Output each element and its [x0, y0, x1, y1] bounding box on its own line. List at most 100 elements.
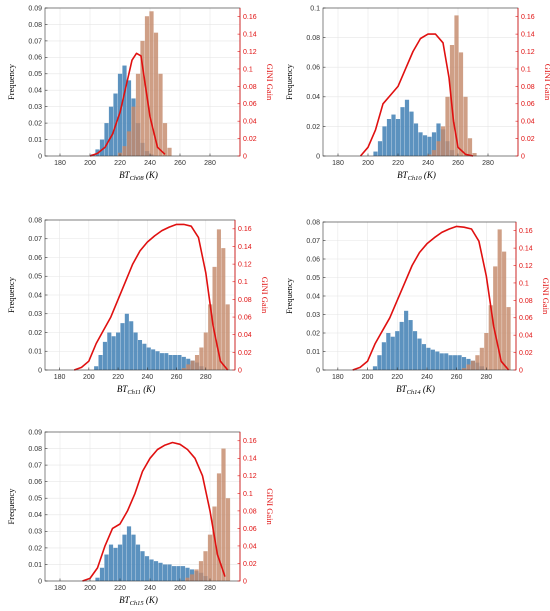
- y2-tick-label: 0.16: [243, 438, 257, 445]
- histogram-bar-blue: [404, 310, 409, 370]
- histogram-bar-blue: [176, 566, 181, 581]
- histogram-bar-orange: [225, 498, 231, 581]
- histogram-bar-orange: [189, 574, 195, 581]
- y2-tick-label: 0.12: [519, 263, 533, 270]
- y2-tick-label: 0.12: [238, 262, 252, 269]
- histogram-bar-blue: [104, 554, 109, 581]
- x-tick-label: 220: [112, 374, 124, 381]
- histogram-bar-orange: [198, 561, 204, 581]
- y-tick-label: 0.07: [306, 238, 320, 245]
- y-tick-label: 0.02: [306, 330, 320, 337]
- y-tick-label: 0.07: [28, 38, 42, 45]
- histogram-bar-blue: [142, 343, 147, 370]
- histogram-bar-blue: [155, 351, 160, 370]
- gini-gain-curve: [359, 33, 474, 157]
- histogram-bar-orange: [445, 96, 450, 156]
- histogram-bar-blue: [373, 151, 378, 156]
- histogram-bar-blue: [439, 353, 444, 370]
- y2-tick-label: 0: [238, 367, 242, 374]
- histogram-bar-blue: [390, 336, 395, 370]
- histogram-bar-blue: [431, 132, 437, 156]
- histogram-bar-orange: [126, 131, 132, 156]
- y2-tick-label: 0.02: [243, 136, 257, 143]
- x-axis-label: BTCh08 (K): [119, 170, 158, 182]
- y-tick-label: 0.05: [306, 275, 320, 282]
- histogram-bar-blue: [164, 353, 169, 370]
- histogram-bar-orange: [436, 141, 441, 156]
- histogram-bar-blue: [413, 123, 419, 156]
- y-tick-label: 0.01: [28, 562, 42, 569]
- y2-tick-label: 0.1: [243, 491, 253, 498]
- histogram-bar-orange: [461, 368, 467, 370]
- x-tick-label: 180: [332, 374, 344, 381]
- histogram-bar-blue: [122, 65, 127, 156]
- x-tick-label: 200: [362, 374, 374, 381]
- x-tick-label: 260: [174, 585, 186, 592]
- y-tick-label: 0.05: [28, 496, 42, 503]
- y2-tick-label: 0.1: [521, 66, 531, 73]
- y2-axis-label: GINI Gain: [260, 277, 270, 314]
- histogram-bar-blue: [108, 106, 114, 156]
- histogram-bar-blue: [461, 357, 467, 370]
- y2-tick-label: 0: [519, 367, 523, 374]
- histogram-bar-orange: [140, 40, 145, 157]
- y2-tick-label: 0.1: [243, 66, 253, 73]
- histogram-bar-orange: [454, 15, 459, 157]
- y2-tick-label: 0.08: [238, 297, 252, 304]
- y-tick-label: 0.05: [28, 71, 42, 78]
- histogram-bar-orange: [458, 52, 464, 156]
- y2-axis-label: GINI Gain: [543, 64, 550, 101]
- gini-gain-curve: [89, 52, 166, 157]
- histogram-bar-blue: [444, 353, 449, 370]
- y-tick-label: 0.04: [306, 94, 320, 101]
- histogram-bar-blue: [144, 556, 150, 581]
- x-tick-label: 260: [174, 160, 186, 167]
- chart-panel-3: 180 200 220 240 260 280 0 0.01 0.02 0.03 0.04 0.05 0…: [6, 217, 270, 396]
- histogram-bar-blue: [159, 353, 164, 370]
- histogram-bar-blue: [372, 366, 378, 370]
- histogram-bar-orange: [493, 266, 498, 370]
- y2-tick-label: 0.14: [243, 32, 257, 39]
- y-tick-label: 0.03: [306, 312, 320, 319]
- histogram-bar-blue: [382, 126, 387, 156]
- histogram-bar-blue: [177, 355, 182, 370]
- y2-tick-label: 0: [521, 153, 525, 160]
- histogram-bar-orange: [225, 304, 230, 370]
- histogram-bar-blue: [111, 336, 116, 370]
- x-axis-label-subscript: Ch08: [130, 175, 145, 182]
- histogram-bar-blue: [412, 331, 418, 370]
- histogram-bar-blue: [122, 534, 127, 581]
- histogram-bar-blue: [95, 577, 100, 581]
- y2-tick-label: 0: [243, 578, 247, 585]
- gini-gain-curve: [352, 225, 510, 371]
- histogram-bar-blue: [129, 321, 134, 370]
- histogram-bar-orange: [488, 305, 493, 370]
- x-tick-label: 260: [171, 374, 183, 381]
- x-tick-label: 180: [332, 160, 344, 167]
- histogram-bar-blue: [94, 366, 99, 370]
- y2-tick-label: 0.16: [519, 228, 533, 235]
- y2-tick-label: 0.04: [243, 543, 257, 550]
- histogram-bar-blue: [185, 567, 190, 581]
- x-tick-label: 220: [392, 160, 404, 167]
- histogram-bar-orange: [131, 106, 136, 156]
- histogram-bar-blue: [133, 332, 138, 370]
- histogram-bar-blue: [457, 355, 462, 370]
- y-tick-label: 0.01: [306, 349, 320, 356]
- histogram-bar-blue: [107, 332, 112, 370]
- histogram-bar-orange: [199, 347, 204, 370]
- y-tick-label: 0: [38, 153, 42, 160]
- x-axis-label-unit: (K): [422, 170, 436, 180]
- y2-tick-label: 0.08: [243, 508, 257, 515]
- x-tick-label: 220: [391, 374, 403, 381]
- y2-tick-label: 0.12: [243, 49, 257, 56]
- histogram-bar-blue: [173, 355, 178, 370]
- histogram-bar-blue: [430, 349, 435, 370]
- y2-tick-label: 0.12: [243, 473, 257, 480]
- y-tick-label: 0.08: [28, 217, 42, 224]
- y2-tick-label: 0.16: [521, 14, 535, 21]
- x-tick-label: 200: [83, 374, 95, 381]
- histogram-bar-blue: [404, 99, 410, 156]
- histogram-bar-orange: [158, 73, 163, 156]
- y2-tick-label: 0.02: [238, 350, 252, 357]
